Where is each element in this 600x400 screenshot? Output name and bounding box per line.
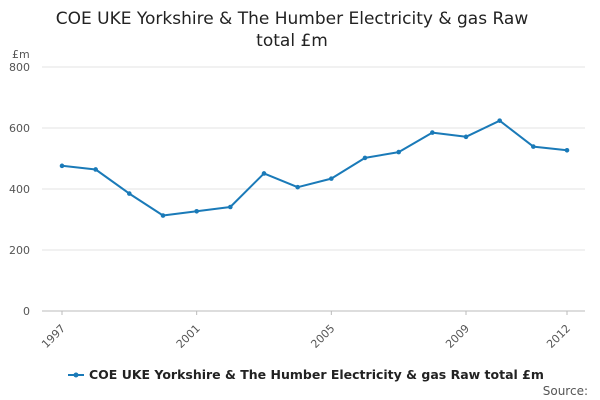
x-tick-label: 1997: [39, 322, 68, 351]
data-point: [59, 163, 65, 169]
x-tick-label: 2012: [544, 322, 573, 351]
chart-title-line-1: COE UKE Yorkshire & The Humber Electrici…: [56, 9, 529, 29]
data-point: [295, 184, 300, 190]
legend-series-label: COE UKE Yorkshire & The Humber Electrici…: [89, 367, 544, 382]
series-line: [61, 119, 568, 217]
series-layer: [59, 118, 570, 218]
y-axis-unit: £m: [12, 48, 30, 61]
data-point: [194, 208, 199, 214]
data-point: [261, 171, 267, 176]
y-tick-label: 400: [9, 183, 30, 196]
y-tick-label: 0: [23, 305, 30, 318]
data-point: [329, 176, 334, 181]
chart-title-line-2: total £m: [256, 31, 328, 51]
legend: COE UKE Yorkshire & The Humber Electrici…: [68, 367, 544, 382]
data-point: [463, 134, 469, 140]
data-point: [160, 213, 166, 218]
data-point: [396, 149, 401, 155]
data-point: [531, 144, 536, 149]
data-point: [228, 204, 233, 210]
data-point: [430, 130, 435, 135]
data-point: [497, 118, 502, 123]
y-axis-ticks: 0 200 400 600 800: [9, 61, 30, 318]
data-point: [93, 167, 98, 172]
x-axis-ticks: 1997 2001 2005 2009 2012: [39, 311, 573, 351]
legend-marker-swatch: [73, 372, 79, 378]
source-label: Source:: [543, 384, 588, 398]
x-tick-label: 2005: [308, 322, 337, 351]
y-tick-label: 800: [9, 61, 30, 74]
data-point: [127, 191, 132, 196]
data-point: [362, 155, 368, 161]
y-tick-label: 600: [9, 122, 30, 135]
x-tick-label: 2009: [443, 322, 472, 351]
y-tick-label: 200: [9, 244, 30, 257]
data-point: [564, 147, 570, 153]
x-tick-label: 2001: [174, 322, 203, 351]
gridlines: [42, 66, 585, 312]
